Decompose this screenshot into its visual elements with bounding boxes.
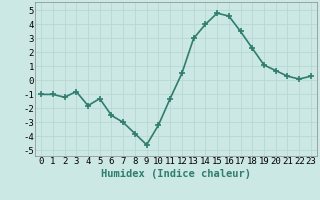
X-axis label: Humidex (Indice chaleur): Humidex (Indice chaleur) [101, 169, 251, 179]
